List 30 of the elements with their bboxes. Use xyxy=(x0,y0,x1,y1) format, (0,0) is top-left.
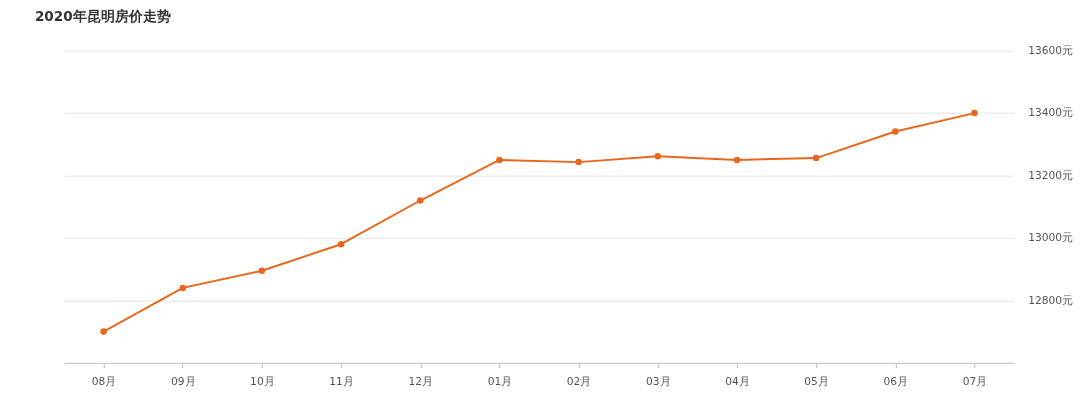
x-tick-label: 05月 xyxy=(804,374,829,388)
x-tick-label: 12月 xyxy=(408,374,434,388)
y-tick-label: 13600元 xyxy=(1028,44,1074,58)
chart-title: 2020年昆明房价走势 xyxy=(34,7,171,24)
x-tick-label: 03月 xyxy=(646,374,671,388)
x-tick-label: 02月 xyxy=(566,374,592,388)
x-tick-label: 09月 xyxy=(170,374,196,388)
y-tick-label: 13000元 xyxy=(1028,231,1074,245)
x-tick-label: 01月 xyxy=(487,374,513,388)
y-tick-label: 13400元 xyxy=(1028,106,1074,120)
point xyxy=(575,158,582,166)
x-tick-label: 07月 xyxy=(962,374,988,388)
point xyxy=(179,284,186,292)
point xyxy=(417,197,424,204)
x-tick-label: 11月 xyxy=(329,374,354,388)
point xyxy=(100,328,107,335)
point xyxy=(654,152,662,160)
point xyxy=(496,156,503,164)
x-tick-label: 10月 xyxy=(250,374,275,388)
y-tick-label: 12800元 xyxy=(1028,293,1074,307)
point xyxy=(733,156,741,164)
point xyxy=(892,128,899,135)
point xyxy=(812,154,820,162)
point xyxy=(337,240,345,248)
y-tick-label: 13200元 xyxy=(1028,168,1074,182)
x-tick-label: 08月 xyxy=(91,374,117,388)
point xyxy=(258,267,266,274)
x-tick-label: 06月 xyxy=(883,374,909,388)
x-tick-label: 04月 xyxy=(725,374,750,388)
point xyxy=(971,109,978,117)
